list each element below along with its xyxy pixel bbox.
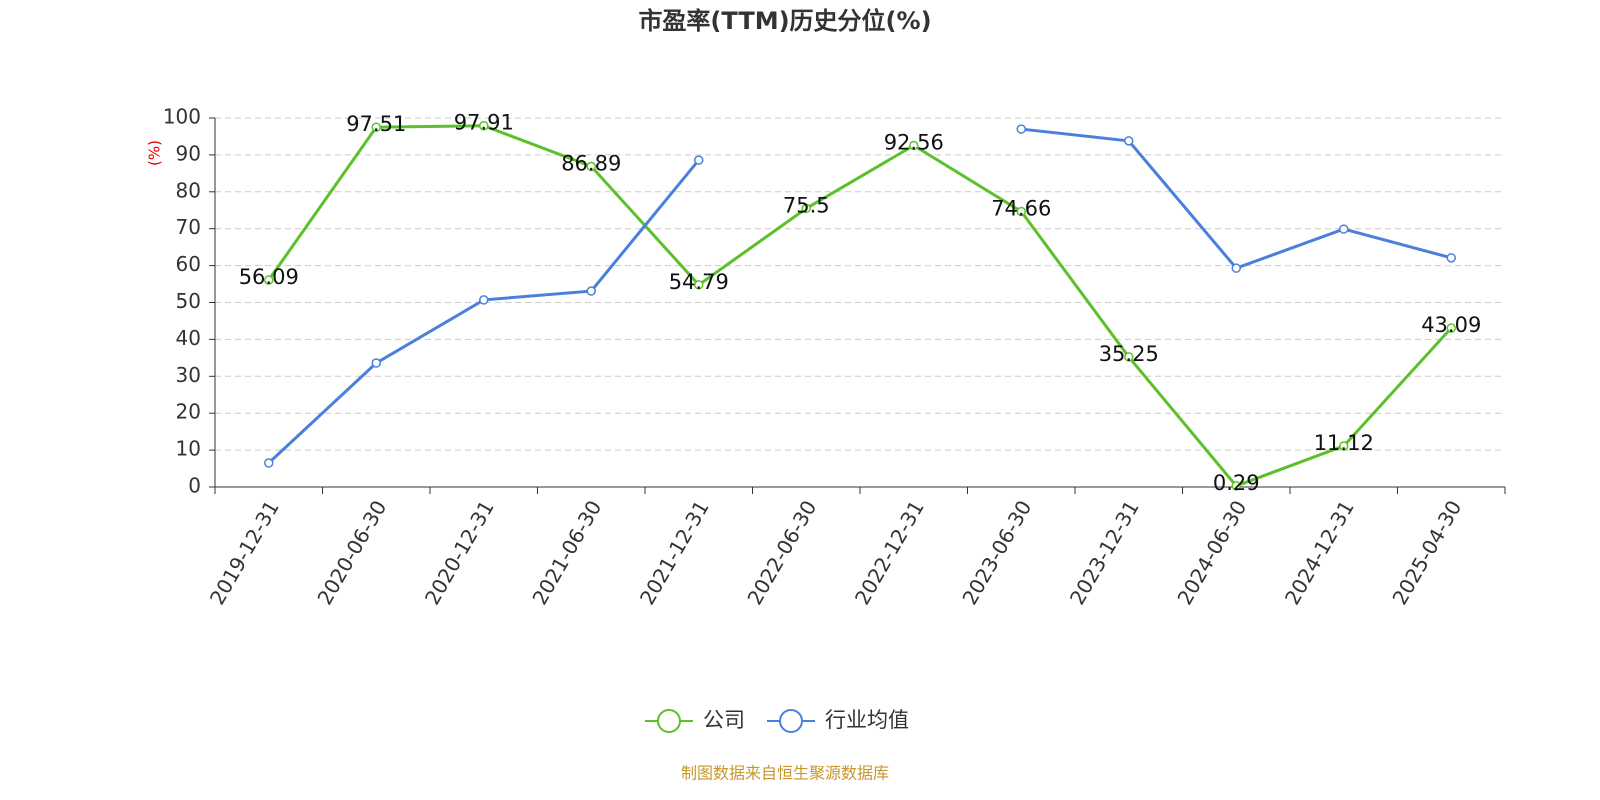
legend-marker (779, 709, 803, 733)
x-tick-label: 2022-12-31 (850, 496, 929, 609)
data-point (1446, 253, 1456, 263)
data-point (586, 286, 596, 296)
series-line (267, 159, 700, 465)
y-tick-label: 30 (176, 363, 201, 387)
x-tick-label: 2023-06-30 (957, 496, 1036, 609)
data-point (909, 140, 919, 151)
data-point (1016, 124, 1026, 134)
data-point (1124, 136, 1134, 146)
y-tick-label: 100 (163, 105, 201, 129)
x-tick-label: 2024-12-31 (1280, 496, 1359, 609)
y-axis-label: (%) (146, 140, 164, 166)
data-label: 56.09 (239, 265, 299, 289)
data-point (801, 203, 811, 214)
x-tick-label: 2019-12-31 (205, 496, 284, 609)
data-point (586, 161, 596, 172)
data-point (1124, 352, 1134, 362)
data-point (371, 122, 381, 132)
data-label: 97.51 (346, 112, 406, 136)
x-tick-label: 2025-04-30 (1387, 496, 1466, 609)
data-label: 54.79 (669, 270, 729, 294)
data-point (1016, 206, 1026, 217)
y-tick-label: 40 (176, 326, 201, 350)
data-point (264, 275, 274, 285)
x-tick-label: 2020-12-31 (420, 496, 499, 609)
data-label: 97.91 (454, 111, 514, 135)
data-point (479, 120, 489, 131)
data-point (1339, 441, 1349, 451)
data-point (479, 295, 489, 305)
y-tick-label: 50 (176, 289, 201, 313)
y-tick-label: 90 (176, 141, 201, 165)
data-point (1231, 481, 1241, 491)
data-label: 86.89 (561, 151, 621, 175)
x-tick-label: 2021-12-31 (635, 496, 714, 609)
y-tick-label: 80 (176, 178, 201, 202)
data-label: 75.5 (783, 193, 830, 217)
legend-label: 行业均值 (825, 708, 909, 732)
series-line (267, 124, 1453, 488)
data-point (694, 155, 704, 165)
data-point (1339, 224, 1349, 234)
y-tick-label: 0 (188, 474, 201, 498)
data-point (371, 358, 381, 368)
x-tick-label: 2020-06-30 (312, 496, 391, 609)
data-label: 0.29 (1213, 471, 1260, 495)
data-label: 11.12 (1314, 431, 1374, 455)
y-tick-label: 20 (176, 400, 201, 424)
data-label: 92.56 (884, 130, 944, 154)
data-label: 74.66 (991, 197, 1051, 221)
x-tick-label: 2024-06-30 (1172, 496, 1251, 609)
data-point (264, 458, 274, 468)
data-label: 43.09 (1421, 313, 1481, 337)
data-point (1231, 263, 1241, 273)
source-note: 制图数据来自恒生聚源数据库 (681, 764, 889, 783)
x-tick-label: 2023-12-31 (1065, 496, 1144, 609)
chart-title: 市盈率(TTM)历史分位(%) (638, 7, 931, 35)
legend-marker (657, 709, 681, 733)
data-point (694, 280, 704, 290)
y-tick-label: 70 (176, 215, 201, 239)
legend-label: 公司 (703, 708, 745, 732)
data-label: 35.25 (1099, 342, 1159, 366)
x-tick-label: 2022-06-30 (742, 496, 821, 609)
data-point (1446, 323, 1456, 333)
y-tick-label: 60 (176, 252, 201, 276)
x-tick-label: 2021-06-30 (527, 496, 606, 609)
y-tick-label: 10 (176, 437, 201, 461)
series-line (1021, 127, 1452, 270)
